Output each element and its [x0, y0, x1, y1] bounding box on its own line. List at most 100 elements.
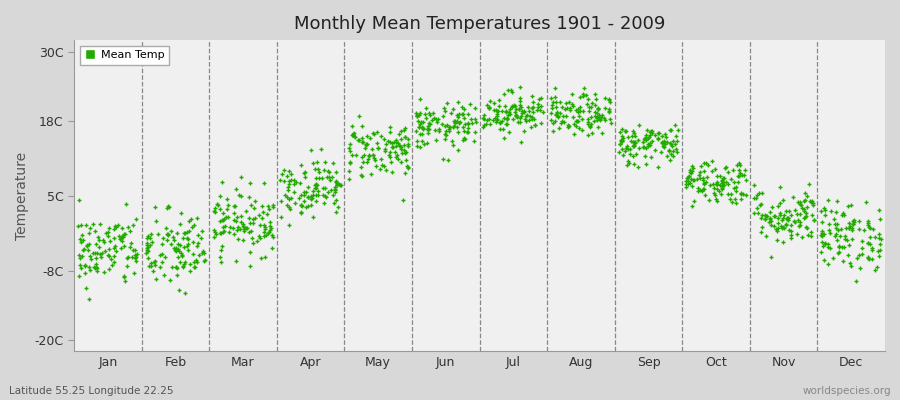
- Point: [747, 195, 761, 201]
- Point: [690, 185, 705, 191]
- Point: [326, 159, 340, 166]
- Point: [544, 105, 559, 111]
- Point: [592, 114, 607, 120]
- Point: [423, 112, 437, 118]
- Point: [460, 128, 474, 135]
- Point: [544, 95, 558, 102]
- Point: [791, 199, 806, 205]
- Point: [487, 100, 501, 107]
- Point: [280, 201, 294, 208]
- Point: [860, 222, 875, 229]
- Point: [102, 266, 116, 272]
- Point: [508, 102, 522, 108]
- Point: [192, 252, 206, 258]
- Point: [160, 205, 175, 211]
- Point: [299, 204, 313, 210]
- Point: [311, 188, 326, 194]
- Point: [121, 224, 135, 230]
- Point: [834, 212, 849, 218]
- Point: [359, 142, 374, 148]
- Point: [208, 209, 222, 215]
- Point: [412, 124, 427, 130]
- Point: [638, 135, 652, 142]
- Point: [422, 120, 436, 126]
- Point: [255, 203, 269, 209]
- Point: [328, 169, 343, 176]
- Point: [400, 164, 415, 170]
- Point: [510, 114, 525, 120]
- Point: [92, 237, 106, 243]
- Point: [799, 204, 814, 210]
- Point: [715, 183, 729, 189]
- Point: [156, 234, 170, 241]
- Point: [370, 129, 384, 135]
- Point: [556, 113, 571, 119]
- Point: [97, 268, 112, 275]
- Point: [689, 175, 704, 182]
- Point: [509, 111, 524, 118]
- Point: [616, 152, 630, 159]
- Point: [302, 194, 316, 200]
- Point: [784, 228, 798, 234]
- Point: [654, 149, 669, 155]
- Point: [534, 95, 548, 102]
- Point: [493, 120, 508, 126]
- Point: [461, 129, 475, 135]
- Point: [229, 258, 243, 264]
- Point: [158, 225, 173, 231]
- Point: [707, 184, 722, 191]
- Point: [659, 134, 673, 140]
- Point: [421, 126, 436, 133]
- Point: [681, 180, 696, 187]
- Point: [668, 141, 682, 147]
- Point: [330, 204, 345, 210]
- Point: [814, 232, 829, 238]
- Point: [555, 103, 570, 110]
- Point: [385, 144, 400, 150]
- Point: [410, 138, 425, 144]
- Point: [343, 148, 357, 155]
- Point: [590, 114, 605, 121]
- Point: [228, 203, 242, 210]
- Point: [853, 265, 868, 271]
- Point: [182, 228, 196, 234]
- Point: [382, 124, 397, 131]
- Point: [301, 194, 315, 201]
- Point: [183, 261, 197, 268]
- Point: [166, 233, 181, 240]
- Point: [230, 185, 244, 192]
- Point: [398, 170, 412, 176]
- Point: [717, 182, 732, 188]
- Point: [284, 195, 298, 201]
- Point: [213, 230, 228, 236]
- Point: [174, 209, 188, 216]
- Point: [161, 232, 176, 238]
- Point: [358, 141, 373, 148]
- Point: [128, 247, 142, 253]
- Point: [803, 197, 817, 204]
- Point: [664, 150, 679, 157]
- Point: [243, 180, 257, 186]
- Point: [583, 104, 598, 110]
- Point: [754, 224, 769, 230]
- Point: [77, 262, 92, 268]
- Point: [81, 241, 95, 247]
- Point: [142, 262, 157, 269]
- Point: [842, 242, 857, 248]
- Point: [544, 102, 559, 108]
- Point: [190, 259, 204, 266]
- Point: [655, 142, 670, 149]
- Point: [770, 228, 784, 234]
- Point: [148, 258, 162, 264]
- Point: [860, 254, 875, 261]
- Point: [160, 203, 175, 209]
- Point: [514, 112, 528, 119]
- Point: [315, 175, 329, 182]
- Point: [227, 231, 241, 237]
- Point: [698, 192, 712, 198]
- Point: [761, 219, 776, 226]
- Point: [776, 224, 790, 230]
- Point: [490, 115, 504, 122]
- Point: [792, 223, 806, 230]
- Point: [212, 254, 227, 260]
